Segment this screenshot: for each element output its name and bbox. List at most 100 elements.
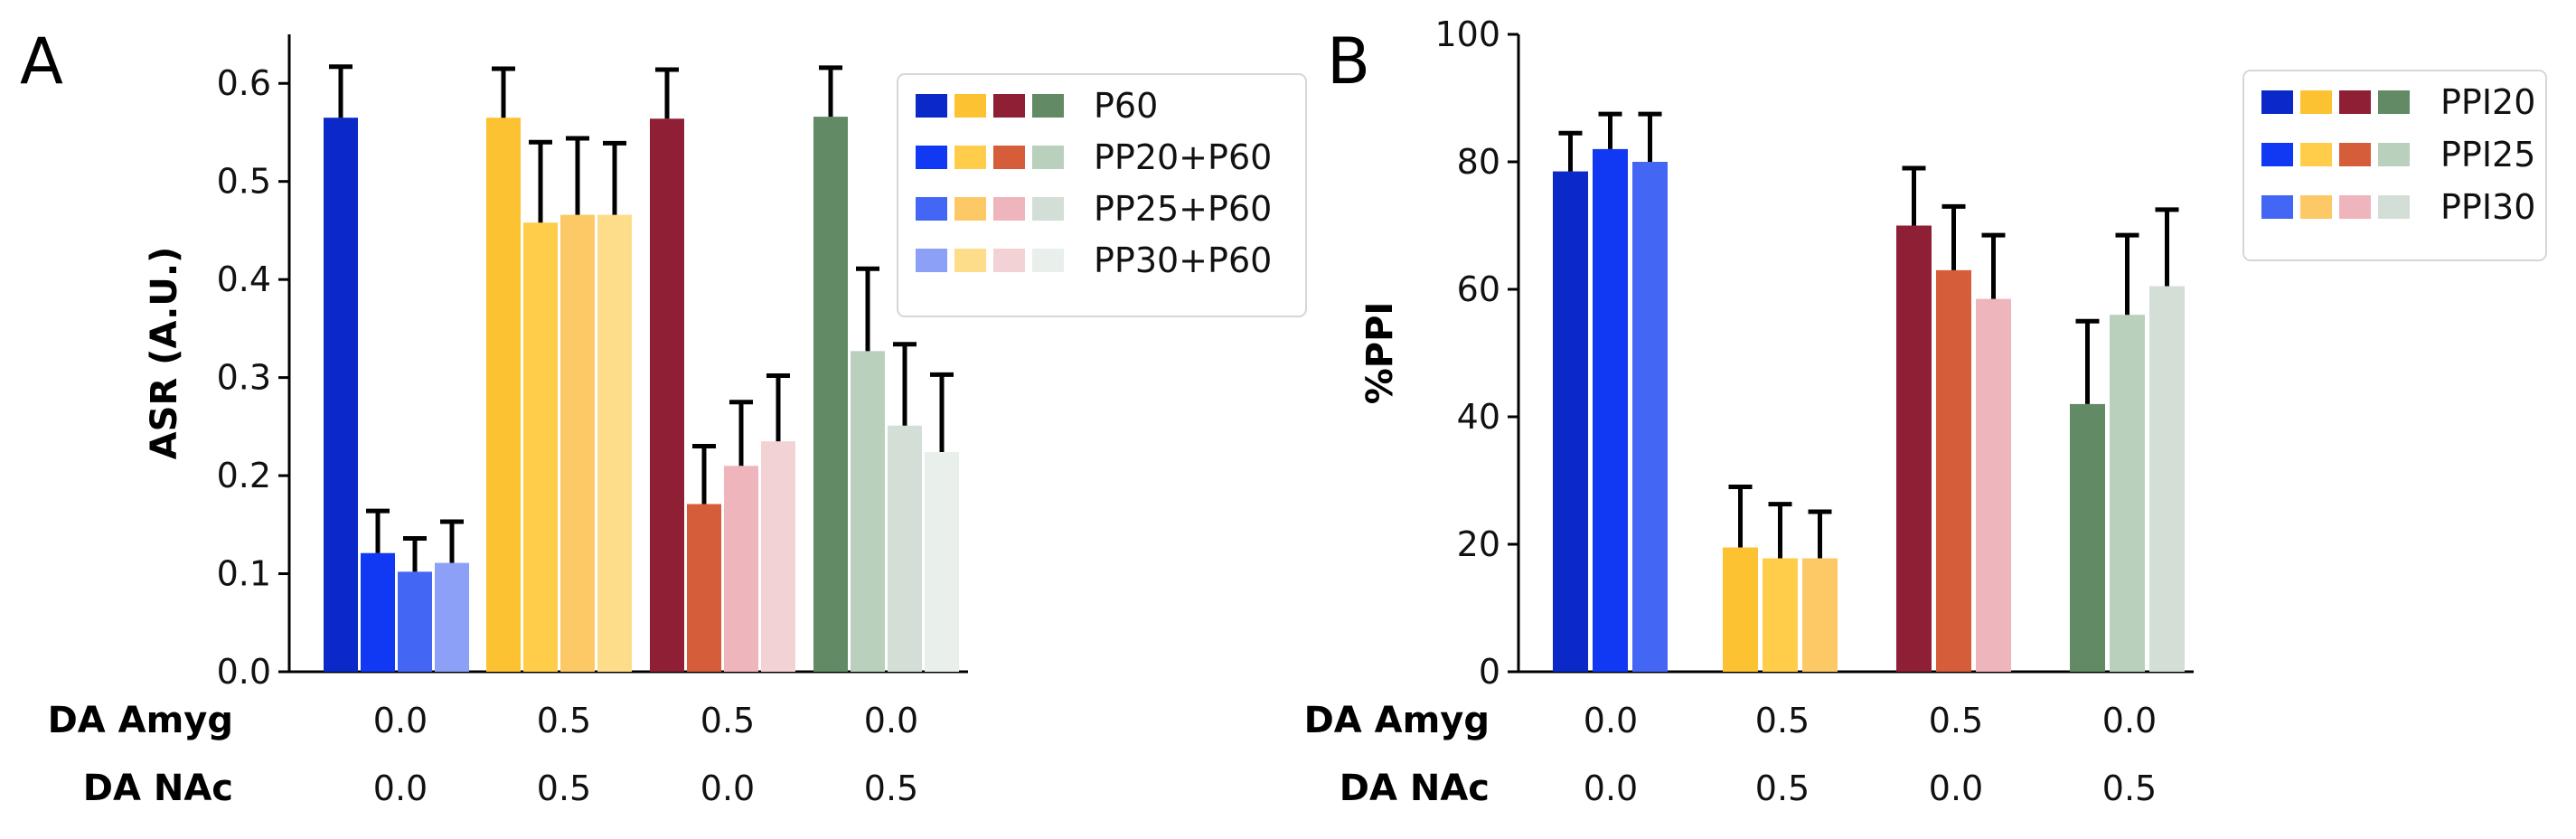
chart-b-bar [1976, 298, 2011, 672]
chart-b-y-tick-label: 100 [1434, 14, 1500, 54]
chart-a-legend-swatch [954, 249, 986, 272]
chart-b-legend-swatch [2261, 143, 2293, 166]
chart-a-bar [851, 351, 885, 672]
chart-b-legend-swatch [2378, 143, 2410, 166]
chart-a-legend-swatch [916, 249, 947, 272]
chart-a-legend-swatch [916, 146, 947, 169]
chart-a-legend-swatch [1032, 249, 1064, 272]
chart-a-y-tick-label: 0.1 [217, 554, 271, 594]
chart-a-y-tick-label: 0.5 [217, 162, 271, 202]
chart-a-bar [724, 466, 758, 672]
chart-a-legend-swatch [993, 249, 1025, 272]
chart-a-legend-swatch [916, 94, 947, 118]
chart-a-legend-swatch [1032, 94, 1064, 118]
chart-b-legend-swatch [2339, 195, 2371, 219]
chart-a-bar [361, 552, 395, 672]
chart-b-bar [1802, 558, 1838, 672]
chart-a-legend-swatch [954, 94, 986, 118]
chart-a-y-label: ASR (A.U.) [144, 247, 185, 460]
chart-b-legend-swatch [2300, 90, 2332, 114]
chart-a-bar [650, 118, 684, 672]
chart-b-y-tick-label: 40 [1457, 397, 1500, 437]
chart-a-legend-swatch [993, 94, 1025, 118]
chart-b-da-nac-value: 0.5 [2102, 768, 2157, 808]
chart-a-bar [486, 118, 521, 672]
chart-a-da-nac-value: 0.0 [700, 768, 755, 808]
chart-b-da-amyg-value: 0.5 [1755, 701, 1810, 740]
panel-letter-b: B [1327, 24, 1370, 99]
panel-letter-a: A [20, 24, 63, 99]
chart-a-legend-swatch [993, 197, 1025, 221]
chart-b-bar [1632, 162, 1668, 672]
chart-b-legend-swatch [2339, 90, 2371, 114]
chart-a-row-label: DA NAc [83, 768, 233, 809]
chart-b-bar [1936, 269, 1971, 672]
chart-a-legend-label: PP20+P60 [1094, 137, 1272, 177]
chart-b-bar [1723, 547, 1758, 672]
chart-a-da-amyg-value: 0.5 [700, 701, 755, 740]
chart-b-row-label: DA NAc [1340, 768, 1490, 809]
chart-a-legend-swatch [954, 197, 986, 221]
chart-b-row-label: DA Amyg [1304, 700, 1490, 741]
chart-b-legend-swatch [2261, 195, 2293, 219]
chart-a-bar [398, 571, 432, 672]
chart-a-legend-swatch [916, 197, 947, 221]
chart-a-y-tick-label: 0.3 [217, 358, 271, 398]
chart-a-bar [523, 222, 558, 672]
chart-a-bar [813, 117, 848, 673]
chart-b-da-amyg-value: 0.0 [1584, 701, 1638, 740]
chart-b-legend-swatch [2339, 143, 2371, 166]
chart-b-bar [1763, 558, 1798, 672]
chart-a-legend-swatch [1032, 146, 1064, 169]
chart-a-y-tick-label: 0.0 [217, 652, 271, 692]
chart-a-y-tick-label: 0.6 [217, 63, 271, 103]
chart-b-y-tick-label: 60 [1457, 269, 1500, 309]
chart-a-legend-swatch [954, 146, 986, 169]
chart-a-bar [435, 562, 469, 672]
chart-b-y-tick-label: 0 [1479, 652, 1500, 692]
chart-b-bar [2110, 315, 2145, 672]
chart-a-bar [597, 214, 632, 673]
chart-a-bar [888, 425, 922, 672]
chart-a-bar [687, 504, 721, 672]
chart-a-legend-swatch [1032, 197, 1064, 221]
chart-b-da-nac-value: 0.5 [1755, 768, 1810, 808]
chart-a-da-nac-value: 0.0 [373, 768, 428, 808]
chart-a-legend-swatch [993, 146, 1025, 169]
chart-b-da-nac-value: 0.0 [1929, 768, 1983, 808]
chart-b-legend-label: PPI30 [2440, 187, 2535, 227]
chart-b-bar [1593, 148, 1628, 672]
chart-b-bar [2070, 403, 2105, 672]
chart-b-y-tick-label: 80 [1457, 142, 1500, 182]
chart-b: 0 20 40 60 80 100 %PPI DA Amyg DA NAc 0.0 0.0 0.5 0.… [1304, 14, 2547, 809]
chart-a: 0.0 0.1 0.2 0.3 0.4 0.5 0.6 ASR (A.U.) DA Amyg DA… [48, 34, 1307, 809]
chart-a-y-tick-label: 0.4 [217, 259, 271, 299]
chart-b-legend-label: PPI25 [2440, 135, 2535, 174]
chart-b-legend-swatch [2378, 90, 2410, 114]
chart-b-legend-swatch [2300, 143, 2332, 166]
chart-b-bar [1553, 171, 1588, 672]
chart-b-da-nac-value: 0.0 [1584, 768, 1638, 808]
chart-b-bar [1896, 225, 1932, 672]
chart-a-bar [761, 441, 795, 672]
chart-a-da-amyg-value: 0.5 [537, 701, 591, 740]
chart-b-legend-swatch [2261, 90, 2293, 114]
chart-a-legend-label: PP30+P60 [1094, 240, 1272, 280]
chart-a-da-nac-value: 0.5 [537, 768, 591, 808]
chart-a-bar [324, 118, 358, 672]
chart-a-da-nac-value: 0.5 [864, 768, 918, 808]
chart-b-da-amyg-value: 0.0 [2102, 701, 2157, 740]
chart-a-legend-label: PP25+P60 [1094, 189, 1272, 229]
chart-a-da-amyg-value: 0.0 [864, 701, 918, 740]
chart-a-row-label: DA Amyg [48, 700, 233, 741]
chart-b-bar [2149, 286, 2185, 672]
chart-a-legend-label: P60 [1094, 86, 1158, 126]
chart-b-da-amyg-value: 0.5 [1929, 701, 1983, 740]
chart-a-da-amyg-value: 0.0 [373, 701, 428, 740]
chart-a-bar [925, 452, 959, 672]
chart-a-y-tick-label: 0.2 [217, 456, 271, 495]
chart-b-legend-swatch [2378, 195, 2410, 219]
chart-b-legend-swatch [2300, 195, 2332, 219]
chart-a-bar [560, 214, 595, 673]
